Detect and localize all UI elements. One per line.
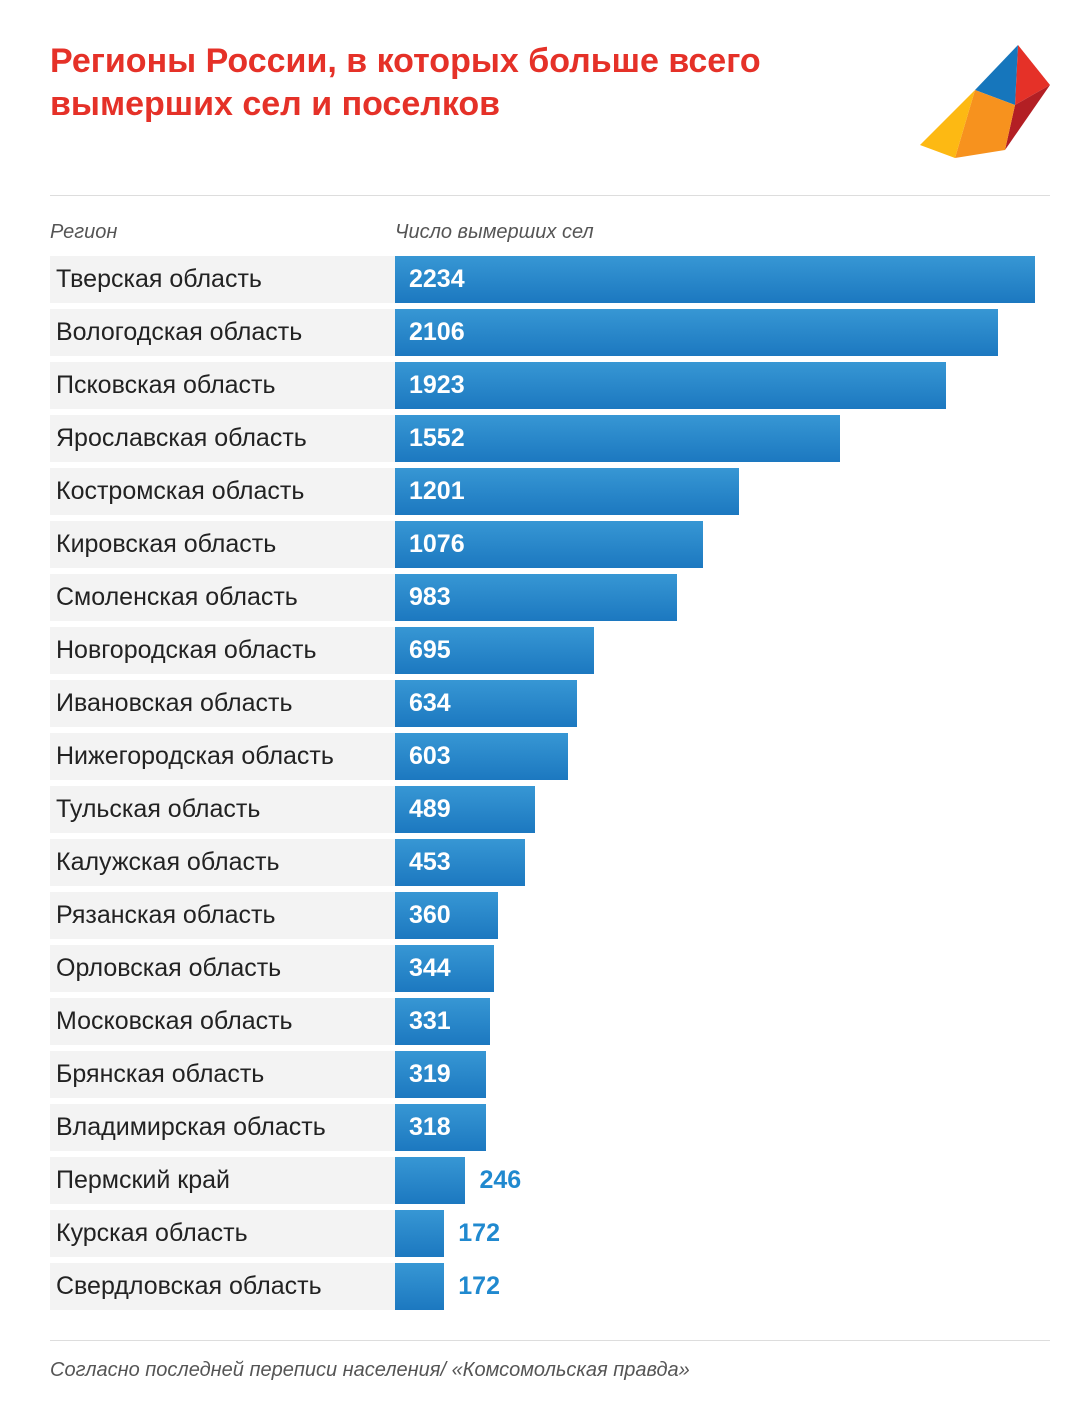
region-label: Ярославская область [50,415,395,462]
bar: 344 [395,945,494,992]
header: Регионы России, в которых больше всего в… [50,40,1050,165]
table-row: Свердловская область 172 [50,1263,1050,1310]
table-row: Кировская область1076 [50,521,1050,568]
bar-area: 453 [395,839,1050,886]
bar-area: 983 [395,574,1050,621]
bar: 2106 [395,309,998,356]
bar: 2234 [395,256,1035,303]
footer-source: Согласно последней переписи населения/ «… [50,1340,1050,1382]
bar-area: 2106 [395,309,1050,356]
region-label: Курская область [50,1210,395,1257]
table-row: Курская область 172 [50,1210,1050,1257]
bar [395,1263,444,1310]
bar: 983 [395,574,677,621]
table-row: Нижегородская область603 [50,733,1050,780]
bar: 1201 [395,468,739,515]
region-label: Брянская область [50,1051,395,1098]
bar-area: 318 [395,1104,1050,1151]
bar-area: 172 [395,1263,1050,1310]
bar: 1923 [395,362,946,409]
table-row: Костромская область1201 [50,468,1050,515]
bar-chart: Тверская область2234Вологодская область2… [50,256,1050,1310]
bar-area: 172 [395,1210,1050,1257]
table-row: Тверская область2234 [50,256,1050,303]
bar-value: 172 [458,1272,500,1301]
bar-value: 172 [458,1219,500,1248]
bar: 319 [395,1051,486,1098]
bar-area: 319 [395,1051,1050,1098]
bar: 603 [395,733,568,780]
region-label: Вологодская область [50,309,395,356]
bar: 453 [395,839,525,886]
table-row: Орловская область344 [50,945,1050,992]
bar-value: 246 [479,1166,521,1195]
table-row: Владимирская область318 [50,1104,1050,1151]
region-label: Калужская область [50,839,395,886]
column-header-region: Регион [50,221,395,244]
region-label: Смоленская область [50,574,395,621]
table-row: Новгородская область695 [50,627,1050,674]
page-title: Регионы России, в которых больше всего в… [50,40,870,125]
region-label: Тверская область [50,256,395,303]
region-label: Костромская область [50,468,395,515]
region-label: Псковская область [50,362,395,409]
kp-bird-logo [920,40,1050,165]
bar: 360 [395,892,498,939]
bar [395,1210,444,1257]
bar-area: 344 [395,945,1050,992]
region-label: Кировская область [50,521,395,568]
region-label: Нижегородская область [50,733,395,780]
top-divider [50,195,1050,196]
bar: 1076 [395,521,703,568]
region-label: Свердловская область [50,1263,395,1310]
table-row: Пермский край 246 [50,1157,1050,1204]
bar-area: 1552 [395,415,1050,462]
region-label: Ивановская область [50,680,395,727]
bar: 318 [395,1104,486,1151]
region-label: Новгородская область [50,627,395,674]
table-row: Рязанская область360 [50,892,1050,939]
bar-area: 634 [395,680,1050,727]
bar-area: 489 [395,786,1050,833]
bar-area: 360 [395,892,1050,939]
table-row: Псковская область1923 [50,362,1050,409]
region-label: Пермский край [50,1157,395,1204]
table-row: Московская область331 [50,998,1050,1045]
region-label: Орловская область [50,945,395,992]
table-row: Тульская область489 [50,786,1050,833]
bar [395,1157,465,1204]
bar: 489 [395,786,535,833]
table-row: Ярославская область1552 [50,415,1050,462]
bar-area: 2234 [395,256,1050,303]
bar: 634 [395,680,577,727]
table-row: Брянская область319 [50,1051,1050,1098]
bar-area: 246 [395,1157,1050,1204]
bar-area: 1201 [395,468,1050,515]
table-row: Вологодская область2106 [50,309,1050,356]
region-label: Московская область [50,998,395,1045]
column-header-value: Число вымерших сел [395,221,594,244]
region-label: Владимирская область [50,1104,395,1151]
bar-area: 331 [395,998,1050,1045]
column-headers: Регион Число вымерших сел [50,221,1050,244]
table-row: Смоленская область983 [50,574,1050,621]
bar: 331 [395,998,490,1045]
bar-area: 603 [395,733,1050,780]
region-label: Рязанская область [50,892,395,939]
table-row: Ивановская область634 [50,680,1050,727]
region-label: Тульская область [50,786,395,833]
table-row: Калужская область453 [50,839,1050,886]
bar: 1552 [395,415,840,462]
bar-area: 695 [395,627,1050,674]
bar-area: 1923 [395,362,1050,409]
bar: 695 [395,627,594,674]
bar-area: 1076 [395,521,1050,568]
